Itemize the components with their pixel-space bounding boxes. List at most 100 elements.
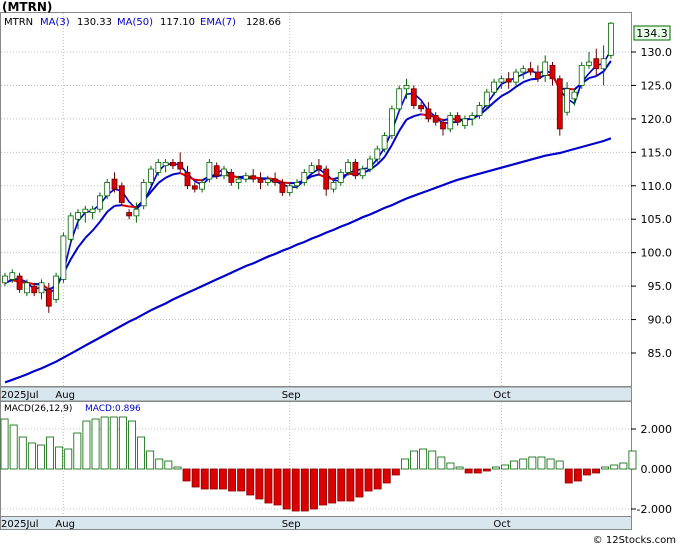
candle-body [593, 58, 600, 70]
candle-body [31, 285, 38, 294]
macd-bar [191, 468, 200, 488]
ema7-segment [172, 172, 181, 176]
candle-body [111, 178, 118, 190]
macd-bar [364, 468, 373, 492]
ema7-segment [77, 237, 87, 248]
ema7-segment [99, 211, 109, 223]
candle-body [242, 175, 249, 180]
price-tick-label: 100.0 [641, 247, 673, 260]
candle-body [199, 182, 206, 190]
date-label: Sep [282, 390, 301, 401]
candle-body [586, 61, 592, 66]
candle-body [38, 282, 45, 294]
macd-histogram [0, 416, 637, 512]
macd-bar [46, 436, 54, 470]
price-tick-label: 115.0 [641, 146, 673, 159]
candle-body [184, 171, 191, 187]
macd-bar [255, 468, 264, 500]
price-tick-label: 95.0 [648, 280, 673, 293]
date-labels-bottom: 2025Jul Aug Sep Oct [1, 519, 511, 530]
ema7-segment [515, 81, 524, 88]
candle-body [118, 185, 125, 203]
ema7-segment [150, 182, 160, 193]
candle-body [337, 171, 344, 183]
macd-bar [555, 460, 564, 470]
candle-body [82, 208, 89, 213]
candle-body [257, 178, 264, 183]
ema7-segment [588, 75, 597, 80]
ema7-segment [376, 156, 386, 166]
price-tick-label: 105.0 [641, 213, 673, 226]
legend-ema7-label: EMA(7) [200, 17, 236, 28]
date-axis-band-bottom [0, 516, 632, 530]
macd-bar [91, 418, 100, 470]
macd-bar [446, 462, 455, 470]
macd-bar [382, 468, 391, 484]
date-label: 2025Jul [1, 519, 39, 530]
ema7-segment [84, 229, 94, 239]
last-price-value: 134.3 [636, 27, 668, 40]
candle-body [16, 275, 23, 290]
macd-bar [491, 466, 500, 470]
ma50-line [4, 137, 612, 384]
candle-body [45, 289, 52, 307]
macd-bar [55, 446, 64, 470]
macd-bar [400, 458, 409, 470]
candle-body [97, 195, 103, 210]
candle-body [286, 185, 293, 193]
candle-body [520, 68, 527, 73]
macd-bar [127, 420, 136, 470]
macd-bar [328, 468, 337, 504]
candle-body [535, 71, 541, 80]
macd-bar [628, 450, 637, 470]
date-label: 2025Jul [1, 390, 39, 401]
legend-ma50-label: MA(50) [117, 17, 153, 28]
ema7-segment [398, 119, 408, 132]
candle-body [155, 161, 162, 173]
ema7-segment [413, 113, 422, 118]
price-y-axis: 85.0 90.0 95.0 100.0 105.0 110.0 115.0 120.0 125… [631, 46, 672, 360]
date-axis-band-top [0, 386, 632, 402]
ema7-segment [602, 60, 612, 72]
legend-symbol: MTRN [4, 17, 33, 28]
candle-body [491, 81, 498, 93]
macd-bar [37, 444, 45, 470]
macd-bar [501, 464, 509, 470]
watermark: © 12Stocks.com [593, 535, 676, 546]
ema7-segment [311, 173, 320, 178]
ema7-segment [508, 85, 517, 93]
candle-body [9, 272, 16, 280]
candle-body [213, 165, 220, 177]
date-label: Oct [493, 519, 510, 530]
macd-bar [109, 416, 118, 470]
legend-ma3-value: 130.33 [77, 17, 112, 28]
legend-ma50-value: 117.10 [160, 17, 195, 28]
macd-bar [264, 468, 273, 504]
macd-bar [300, 468, 309, 512]
ema7-segment [129, 205, 137, 209]
macd-bar [519, 458, 528, 470]
ema7-segment [500, 91, 510, 98]
macd-bar [155, 458, 164, 470]
macd-bar [337, 468, 346, 502]
candle-body [396, 88, 403, 110]
candle-body [418, 105, 425, 110]
macd-bar [100, 416, 109, 470]
candle-body [169, 161, 176, 167]
candle-body [469, 115, 476, 120]
macd-bar [282, 468, 291, 510]
ema7-segment [493, 95, 503, 103]
candle-body [301, 171, 308, 183]
candle-body [388, 108, 395, 137]
macd-bar [619, 462, 628, 470]
ma50-path [4, 137, 612, 384]
macd-tick-label: 0.000 [641, 463, 673, 476]
last-price-box: 134.3 [633, 25, 671, 41]
candle-body [323, 168, 330, 190]
candle-body [250, 175, 257, 180]
macd-bar [592, 468, 600, 474]
macd-bar [410, 450, 418, 470]
candle-body [177, 161, 184, 170]
date-label: Oct [493, 390, 510, 401]
candle-body [89, 208, 96, 213]
